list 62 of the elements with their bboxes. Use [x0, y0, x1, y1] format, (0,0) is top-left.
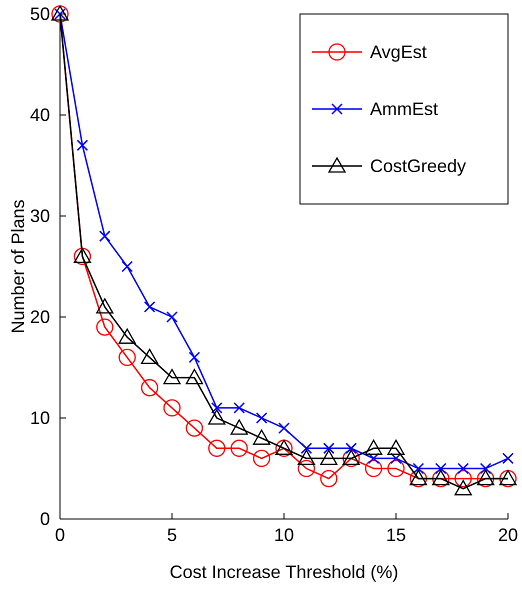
point [323, 442, 335, 454]
x-axis-title: Cost Increase Threshold (%) [170, 562, 398, 582]
point [118, 328, 136, 344]
x-tick-label: 0 [54, 525, 66, 545]
point [298, 460, 316, 478]
point [208, 440, 226, 457]
point [252, 450, 270, 468]
point [163, 399, 181, 417]
point [252, 430, 270, 445]
point [230, 440, 248, 457]
point [364, 440, 382, 455]
point [140, 379, 158, 396]
y-axis-title: Number of Plans [8, 199, 28, 334]
point [320, 470, 338, 488]
y-tick-label: 30 [30, 206, 50, 226]
y-tick-label: 10 [30, 408, 50, 428]
point [345, 442, 357, 454]
point [320, 450, 338, 466]
point [99, 230, 111, 242]
point [186, 368, 204, 384]
point [76, 140, 88, 152]
point [300, 442, 312, 454]
point [188, 352, 200, 364]
point [387, 440, 405, 455]
x-tick-label: 15 [386, 525, 406, 545]
point [454, 470, 472, 488]
point [278, 422, 290, 434]
legend-label: AmmEst [370, 99, 438, 119]
point [144, 301, 156, 313]
point [230, 419, 248, 435]
point [454, 480, 472, 496]
y-tick-label: 40 [30, 105, 50, 125]
point [390, 452, 402, 464]
point [457, 462, 469, 474]
point [435, 462, 447, 474]
y-tick-label: 20 [30, 307, 50, 327]
point [96, 298, 114, 314]
point [118, 348, 136, 366]
point [140, 348, 158, 364]
x-tick-label: 20 [498, 525, 518, 545]
point [233, 402, 245, 414]
point [387, 460, 405, 478]
point [480, 462, 492, 474]
point [96, 318, 114, 336]
point [368, 452, 380, 464]
point [121, 260, 133, 272]
point [163, 368, 181, 384]
legend-label: AvgEst [370, 42, 427, 62]
x-tick-label: 5 [166, 525, 178, 545]
y-tick-label: 0 [40, 509, 50, 529]
x-tick-label: 10 [274, 525, 294, 545]
point [211, 402, 223, 414]
point [502, 452, 514, 464]
legend-label: CostGreedy [370, 156, 466, 176]
point [364, 460, 382, 478]
point [186, 419, 204, 437]
y-tick-label: 50 [30, 4, 50, 24]
point [208, 409, 226, 425]
point [256, 412, 268, 424]
point [166, 311, 178, 323]
point [412, 462, 424, 474]
point [298, 450, 316, 466]
